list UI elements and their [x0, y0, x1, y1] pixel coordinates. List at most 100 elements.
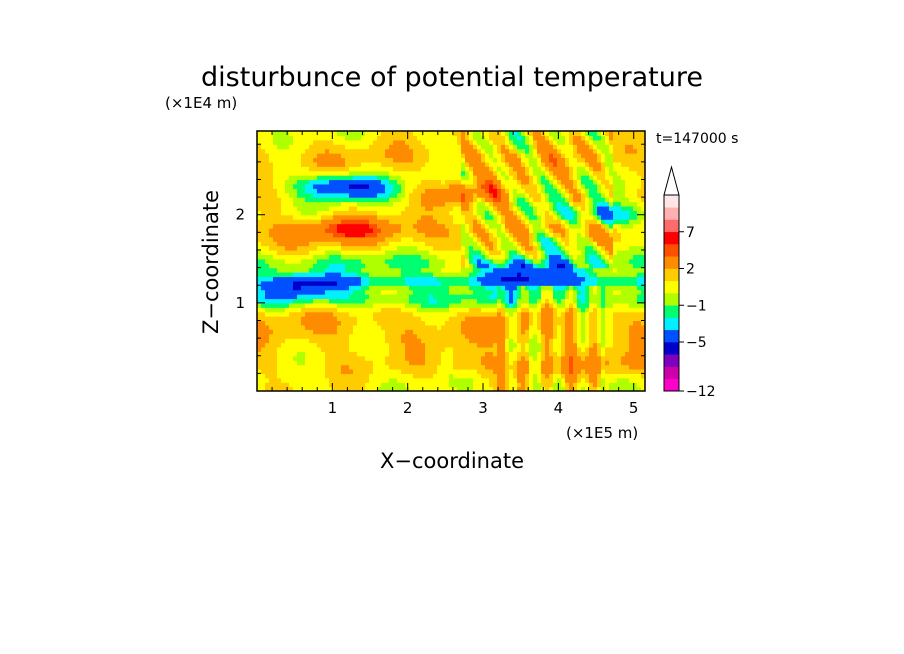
contour-cell: [357, 170, 362, 176]
contour-cell: [573, 236, 578, 242]
contour-cell: [577, 355, 582, 361]
contour-cell: [513, 360, 518, 366]
contour-cell: [301, 364, 306, 370]
contour-cell: [501, 329, 506, 335]
contour-cell: [377, 289, 382, 295]
contour-cell: [345, 360, 350, 366]
contour-cell: [301, 192, 306, 198]
contour-cell: [473, 346, 478, 352]
contour-cell: [325, 285, 330, 291]
contour-cell: [353, 219, 358, 225]
contour-cell: [397, 307, 402, 313]
contour-cell: [521, 219, 526, 225]
contour-cell: [613, 285, 618, 291]
contour-cell: [533, 373, 538, 379]
contour-cell: [629, 258, 634, 264]
contour-cell: [625, 197, 630, 203]
contour-cell: [633, 179, 638, 185]
contour-cell: [301, 386, 306, 391]
contour-cell: [505, 307, 510, 313]
contour-cell: [285, 302, 290, 308]
contour-cell: [457, 227, 462, 233]
contour-cell: [289, 373, 294, 379]
contour-cell: [349, 351, 354, 357]
contour-cell: [361, 170, 366, 176]
contour-cell: [589, 166, 594, 172]
contour-cell: [569, 188, 574, 194]
contour-cell: [385, 294, 390, 300]
contour-cell: [277, 179, 282, 185]
contour-cell: [433, 179, 438, 185]
contour-cell: [473, 205, 478, 211]
contour-cell: [333, 227, 338, 233]
contour-cell: [445, 377, 450, 383]
contour-cell: [593, 227, 598, 233]
contour-cell: [389, 382, 394, 388]
contour-cell: [449, 267, 454, 273]
contour-cell: [617, 249, 622, 255]
contour-cell: [389, 170, 394, 176]
contour-cell: [437, 188, 442, 194]
contour-cell: [309, 241, 314, 247]
contour-cell: [337, 258, 342, 264]
contour-cell: [597, 267, 602, 273]
contour-cell: [469, 223, 474, 229]
contour-cell: [437, 373, 442, 379]
contour-cell: [401, 219, 406, 225]
contour-cell: [289, 307, 294, 313]
contour-cell: [425, 355, 430, 361]
contour-cell: [261, 333, 266, 339]
contour-cell: [401, 241, 406, 247]
contour-cell: [429, 210, 434, 216]
contour-cell: [329, 210, 334, 216]
contour-cell: [573, 179, 578, 185]
contour-cell: [305, 302, 310, 308]
contour-cell: [581, 364, 586, 370]
contour-cell: [417, 241, 422, 247]
contour-cell: [433, 377, 438, 383]
contour-cell: [565, 188, 570, 194]
contour-cell: [445, 192, 450, 198]
contour-cell: [597, 333, 602, 339]
contour-cell: [357, 324, 362, 330]
contour-cell: [581, 227, 586, 233]
contour-cell: [349, 232, 354, 238]
contour-cell: [449, 386, 454, 391]
contour-cell: [485, 254, 490, 260]
contour-cell: [289, 285, 294, 291]
contour-cell: [537, 289, 542, 295]
contour-cell: [289, 338, 294, 344]
contour-cell: [365, 161, 370, 167]
contour-cell: [497, 223, 502, 229]
contour-cell: [589, 320, 594, 326]
contour-cell: [457, 201, 462, 207]
contour-cell: [421, 377, 426, 383]
contour-cell: [637, 263, 642, 269]
contour-cell: [605, 377, 610, 383]
contour-cell: [633, 227, 638, 233]
contour-cell: [337, 285, 342, 291]
contour-cell: [393, 175, 398, 181]
contour-cell: [369, 346, 374, 352]
contour-cell: [541, 197, 546, 203]
contour-cell: [417, 329, 422, 335]
contour-cell: [629, 219, 634, 225]
contour-cell: [497, 368, 502, 374]
contour-cell: [493, 236, 498, 242]
contour-cell: [601, 307, 606, 313]
contour-cell: [329, 377, 334, 383]
contour-cell: [381, 254, 386, 260]
contour-cell: [329, 263, 334, 269]
contour-cell: [289, 232, 294, 238]
contour-cell: [613, 170, 618, 176]
contour-cell: [513, 232, 518, 238]
contour-cell: [629, 338, 634, 344]
contour-cell: [597, 272, 602, 278]
contour-cell: [429, 289, 434, 295]
contour-cell: [393, 316, 398, 322]
contour-cell: [257, 166, 262, 172]
contour-cell: [505, 320, 510, 326]
contour-cell: [569, 302, 574, 308]
contour-cell: [445, 316, 450, 322]
contour-cell: [573, 360, 578, 366]
